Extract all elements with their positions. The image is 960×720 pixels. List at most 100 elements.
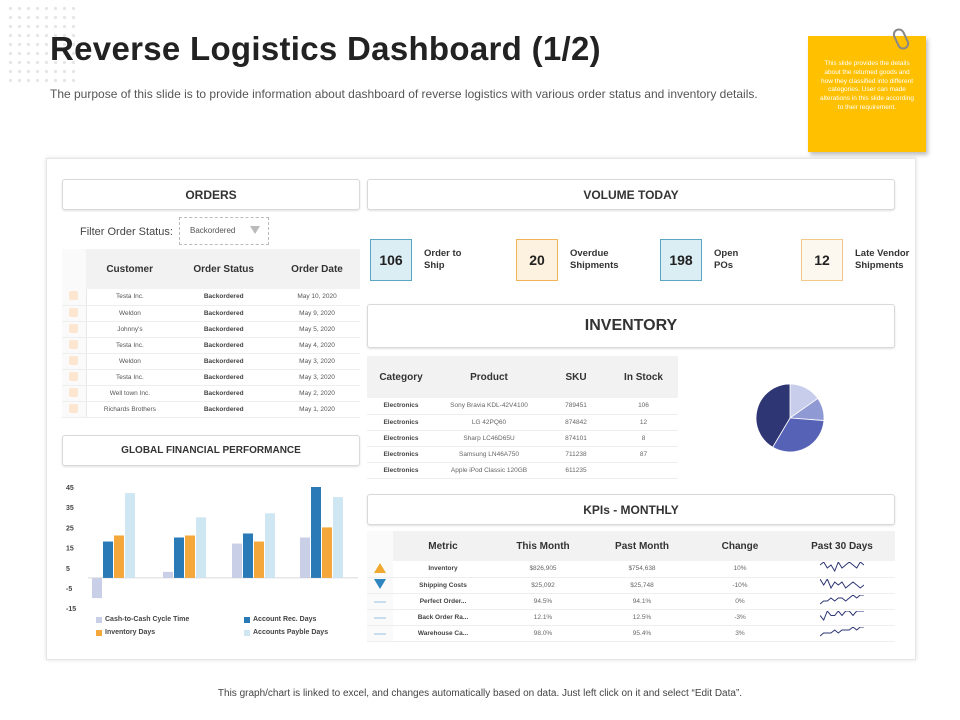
orders-cell-date: May 1, 2020	[274, 401, 360, 418]
kpi-cell-metric: Inventory	[393, 561, 493, 578]
legend-item: Account Rec. Days	[244, 616, 316, 623]
orders-cell-status: Backordered	[173, 289, 275, 306]
kpi-cell-metric: Perfect Order...	[393, 593, 493, 610]
orders-cell-status: Backordered	[173, 337, 275, 354]
row-checkbox[interactable]	[62, 321, 87, 338]
orders-row[interactable]: Well town Inc. Backordered May 2, 2020	[62, 385, 360, 402]
row-checkbox[interactable]	[62, 289, 87, 306]
sticky-note: This slide provides the details about th…	[808, 36, 926, 152]
kpi-col-change: Change	[691, 531, 789, 561]
sparkline	[819, 625, 864, 636]
orders-cell-status: Backordered	[173, 305, 275, 322]
bar-asia-series-1	[243, 533, 253, 578]
inventory-cell-category: Electronics	[367, 430, 435, 447]
inventory-row[interactable]: Electronics Apple iPod Classic 120GB 61123…	[367, 462, 678, 479]
orders-row[interactable]: Testa Inc. Backordered May 10, 2020	[62, 289, 360, 306]
sparkline	[819, 609, 864, 621]
orders-cell-customer: Well town Inc.	[86, 385, 174, 402]
volume-header-label: VOLUME TODAY	[583, 187, 679, 202]
orders-col-date: Order Date	[274, 249, 360, 289]
filter-label: Filter Order Status:	[80, 226, 173, 238]
kpi-table: Metric This Month Past Month Change Past…	[367, 531, 895, 642]
bar-asia-series-0	[232, 543, 242, 578]
kpi-cell-change: 3%	[691, 625, 789, 642]
legend-label: Inventory Days	[105, 629, 156, 636]
volume-value-box: 198	[660, 239, 702, 281]
orders-row[interactable]: Richards Brothers Backordered May 1, 2020	[62, 401, 360, 418]
footer-note: This graph/chart is linked to excel, and…	[217, 688, 743, 699]
orders-cell-customer: Richards Brothers	[86, 401, 174, 418]
inventory-cell-stock: 106	[609, 398, 678, 415]
bar-eur-series-2	[185, 535, 195, 578]
y-tick-label: -15	[66, 606, 76, 613]
warning-triangle-icon	[374, 562, 386, 573]
row-checkbox[interactable]	[62, 369, 87, 386]
kpi-cell-this: $826,905	[493, 561, 593, 578]
volume-label-line1: Overdue	[570, 248, 609, 259]
bar-sa-series-3	[333, 497, 343, 578]
row-checkbox[interactable]	[62, 385, 87, 402]
sparkline	[819, 577, 865, 589]
bar-na-series-0	[92, 577, 102, 599]
orders-cell-date: May 3, 2020	[274, 353, 360, 370]
orders-row[interactable]: Testa Inc. Backordered May 3, 2020	[62, 369, 360, 386]
kpi-cell-change: 10%	[691, 561, 789, 578]
inventory-row[interactable]: Electronics Sharp LC46D65U 874101 8	[367, 430, 678, 447]
volume-label-line2: POs	[714, 260, 734, 272]
order-status-filter[interactable]: Backordered	[179, 217, 269, 245]
orders-header-label: ORDERS	[185, 187, 237, 202]
row-checkbox[interactable]	[62, 401, 87, 418]
checkbox-icon	[69, 339, 79, 349]
inventory-row[interactable]: Electronics Samsung LN46A750 711238 87	[367, 446, 678, 463]
sparkline	[819, 561, 865, 573]
inventory-cell-product: Samsung LN46A750	[435, 446, 543, 463]
kpi-cell-change: -3%	[691, 609, 789, 626]
kpi-row[interactable]: Shipping Costs $25,092 $25,748 -10%	[367, 577, 895, 594]
kpi-cell-this: 98.0%	[493, 625, 593, 642]
volume-value-box: 20	[516, 239, 558, 281]
kpi-row[interactable]: Perfect Order... 94.5% 94.1% 0%	[367, 593, 895, 610]
legend-label: Cash-to-Cash Cycle Time	[105, 616, 190, 623]
inventory-row[interactable]: Electronics LG 42PQ60 874842 12	[367, 414, 678, 431]
sparkline-line	[819, 593, 864, 604]
row-checkbox[interactable]	[62, 337, 87, 354]
bar-asia-series-2	[254, 541, 264, 578]
checkbox-icon	[69, 387, 79, 397]
sparkline-line	[819, 609, 864, 621]
page-subtitle: The purpose of this slide is to provide …	[50, 87, 758, 101]
orders-row[interactable]: Johnny's Backordered May 5, 2020	[62, 321, 360, 338]
inventory-table: Category Product SKU In Stock Electronic…	[367, 356, 678, 479]
kpi-row[interactable]: Inventory $826,905 $754,638 10%	[367, 561, 895, 578]
bar-na-series-3	[125, 493, 135, 578]
inventory-row[interactable]: Electronics Sony Bravia KDL-42V4100 789451…	[367, 398, 678, 415]
inventory-col-product: Product	[435, 356, 543, 398]
volume-value-box: 12	[801, 239, 843, 281]
checkbox-icon	[69, 323, 79, 333]
inventory-cell-stock	[609, 462, 678, 479]
bar-eur-series-0	[163, 571, 173, 578]
orders-row[interactable]: Testa Inc. Backordered May 4, 2020	[62, 337, 360, 354]
checkbox-icon	[69, 291, 79, 301]
kpi-row[interactable]: Back Order Ra... 12.1% 12.5% -3%	[367, 609, 895, 626]
orders-row[interactable]: Weldon Backordered May 9, 2020	[62, 305, 360, 322]
orders-cell-status: Backordered	[173, 401, 275, 418]
row-checkbox[interactable]	[62, 353, 87, 370]
down-triangle-icon	[374, 579, 386, 589]
kpi-cell-past: $25,748	[593, 577, 691, 594]
kpi-sparkline-cell	[789, 625, 895, 642]
kpi-cell-metric: Shipping Costs	[393, 577, 493, 594]
flat-dash-icon	[374, 632, 386, 635]
orders-row[interactable]: Weldon Backordered May 3, 2020	[62, 353, 360, 370]
flat-dash-icon	[374, 600, 386, 603]
bar-sa-series-2	[322, 527, 332, 578]
sparkline-line	[819, 577, 865, 589]
row-checkbox[interactable]	[62, 305, 87, 322]
flat-dash-icon	[374, 616, 386, 619]
kpi-col-metric: Metric	[393, 531, 493, 561]
inventory-cell-category: Electronics	[367, 398, 435, 415]
kpi-row[interactable]: Warehouse Ca... 98.0% 95.4% 3%	[367, 625, 895, 642]
kpi-cell-metric: Back Order Ra...	[393, 609, 493, 626]
orders-cell-status: Backordered	[173, 369, 275, 386]
sticky-note-text: This slide provides the details about th…	[820, 60, 914, 111]
legend-swatch	[244, 616, 250, 623]
